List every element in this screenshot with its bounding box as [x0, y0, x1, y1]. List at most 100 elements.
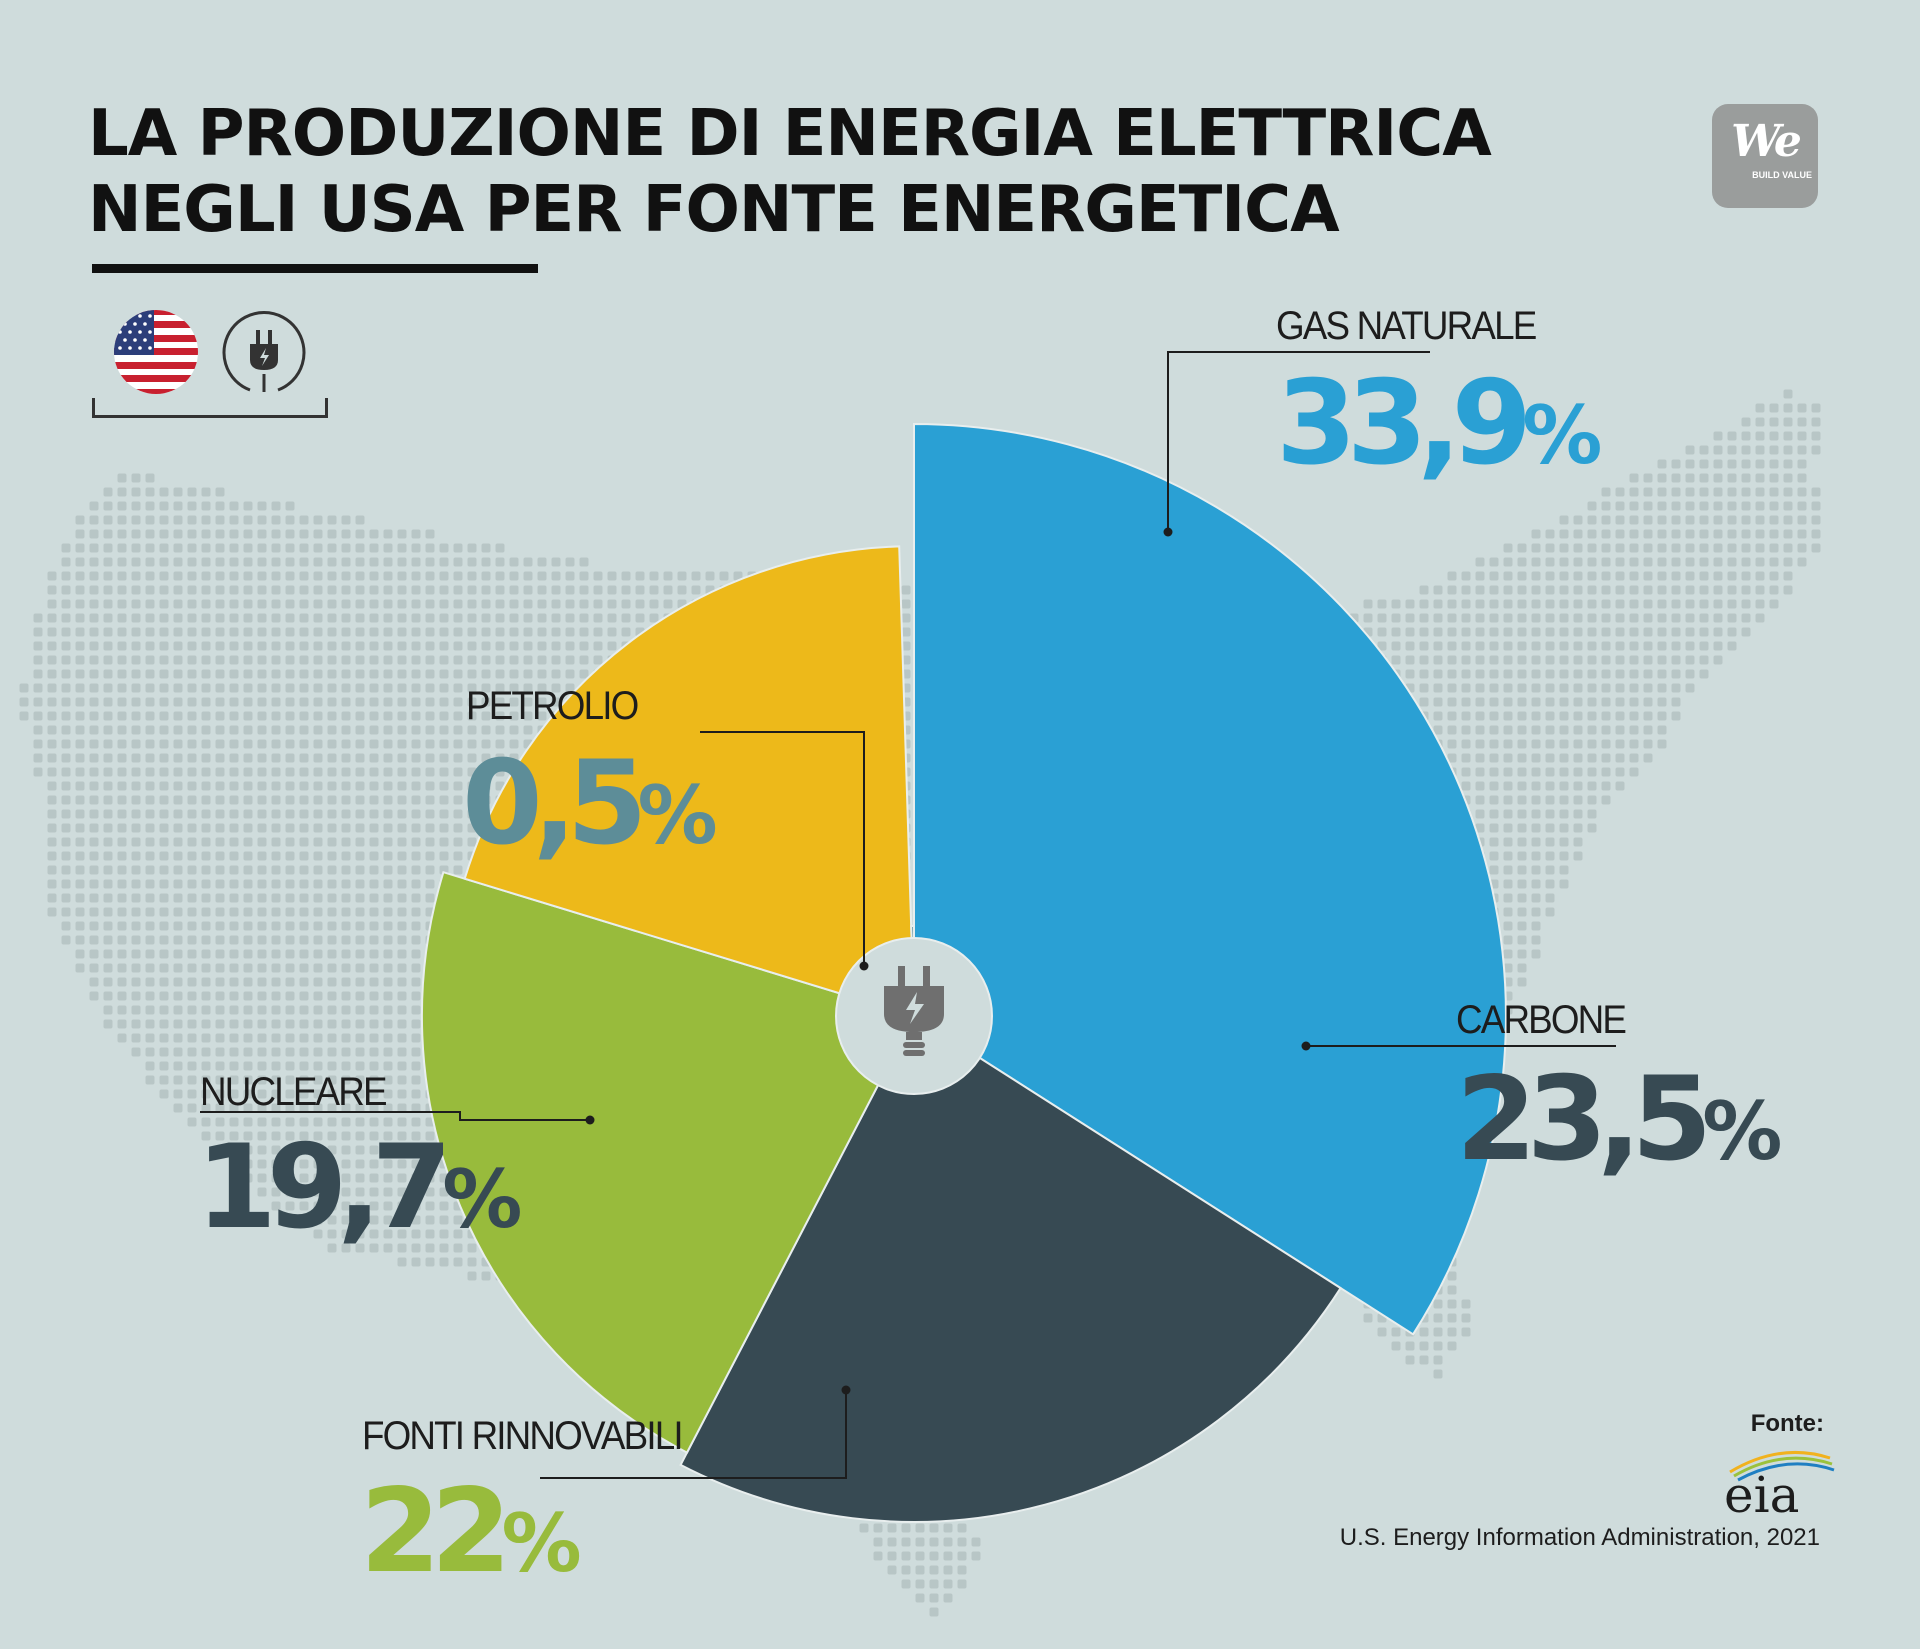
- map-dot: [1671, 543, 1681, 553]
- map-dot: [1657, 487, 1667, 497]
- map-dot: [1503, 753, 1513, 763]
- map-dot: [327, 893, 337, 903]
- map-dot: [355, 977, 365, 987]
- map-dot: [257, 1089, 267, 1099]
- map-dot: [1545, 767, 1555, 777]
- map-dot: [313, 1033, 323, 1043]
- map-dot: [61, 683, 71, 693]
- map-dot: [523, 669, 533, 679]
- map-dot: [397, 1131, 407, 1141]
- map-dot: [103, 599, 113, 609]
- map-dot: [145, 935, 155, 945]
- map-dot: [1517, 851, 1527, 861]
- map-dot: [257, 1187, 267, 1197]
- map-dot: [145, 739, 155, 749]
- map-dot: [327, 585, 337, 595]
- map-dot: [313, 1187, 323, 1197]
- map-dot: [243, 865, 253, 875]
- map-dot: [383, 1187, 393, 1197]
- map-dot: [1629, 487, 1639, 497]
- map-dot: [551, 655, 561, 665]
- map-dot: [593, 599, 603, 609]
- map-dot: [187, 1117, 197, 1127]
- map-dot: [1545, 795, 1555, 805]
- map-dot: [1727, 543, 1737, 553]
- map-dot: [75, 739, 85, 749]
- map-dot: [1629, 501, 1639, 511]
- map-dot: [453, 683, 463, 693]
- map-dot: [495, 571, 505, 581]
- map-dot: [243, 683, 253, 693]
- map-dot: [243, 1159, 253, 1169]
- map-dot: [1531, 613, 1541, 623]
- map-dot: [355, 683, 365, 693]
- map-dot: [607, 627, 617, 637]
- map-dot: [271, 1145, 281, 1155]
- map-dot: [383, 921, 393, 931]
- map-dot: [159, 487, 169, 497]
- map-dot: [173, 893, 183, 903]
- map-dot: [187, 795, 197, 805]
- map-dot: [369, 1047, 379, 1057]
- map-dot: [383, 669, 393, 679]
- map-dot: [285, 585, 295, 595]
- map-dot: [47, 767, 57, 777]
- map-dot: [369, 613, 379, 623]
- map-dot: [173, 711, 183, 721]
- map-dot: [215, 879, 225, 889]
- map-dot: [579, 669, 589, 679]
- map-dot: [495, 711, 505, 721]
- map-dot: [425, 781, 435, 791]
- map-dot: [1629, 767, 1639, 777]
- map-dot: [1559, 585, 1569, 595]
- map-dot: [509, 697, 519, 707]
- map-dot: [61, 697, 71, 707]
- map-dot: [187, 851, 197, 861]
- map-dot: [341, 1103, 351, 1113]
- map-dot: [187, 921, 197, 931]
- map-dot: [285, 949, 295, 959]
- map-dot: [299, 1103, 309, 1113]
- map-dot: [187, 809, 197, 819]
- map-dot: [117, 865, 127, 875]
- map-dot: [257, 1117, 267, 1127]
- map-dot: [1601, 487, 1611, 497]
- map-dot: [509, 613, 519, 623]
- map-dot: [369, 1187, 379, 1197]
- map-dot: [1545, 739, 1555, 749]
- map-dot: [1629, 683, 1639, 693]
- map-dot: [1587, 599, 1597, 609]
- map-dot: [173, 683, 183, 693]
- map-dot: [1545, 865, 1555, 875]
- map-dot: [453, 725, 463, 735]
- map-dot: [159, 1089, 169, 1099]
- map-dot: [75, 851, 85, 861]
- map-dot: [1489, 641, 1499, 651]
- map-dot: [201, 697, 211, 707]
- map-dot: [173, 1075, 183, 1085]
- map-dot: [313, 1089, 323, 1099]
- map-dot: [1447, 613, 1457, 623]
- map-dot: [47, 837, 57, 847]
- map-dot: [1755, 431, 1765, 441]
- map-dot: [327, 627, 337, 637]
- map-dot: [61, 571, 71, 581]
- map-dot: [1461, 767, 1471, 777]
- map-dot: [201, 893, 211, 903]
- map-dot: [425, 1159, 435, 1169]
- map-dot: [355, 613, 365, 623]
- map-dot: [1517, 627, 1527, 637]
- map-dot: [1615, 655, 1625, 665]
- map-dot: [1517, 767, 1527, 777]
- map-dot: [355, 963, 365, 973]
- map-dot: [383, 963, 393, 973]
- map-dot: [1573, 669, 1583, 679]
- map-dot: [243, 1117, 253, 1127]
- map-dot: [285, 543, 295, 553]
- map-dot: [33, 697, 43, 707]
- map-dot: [1685, 515, 1695, 525]
- map-dot: [173, 879, 183, 889]
- map-dot: [271, 613, 281, 623]
- map-dot: [453, 669, 463, 679]
- map-dot: [1755, 445, 1765, 455]
